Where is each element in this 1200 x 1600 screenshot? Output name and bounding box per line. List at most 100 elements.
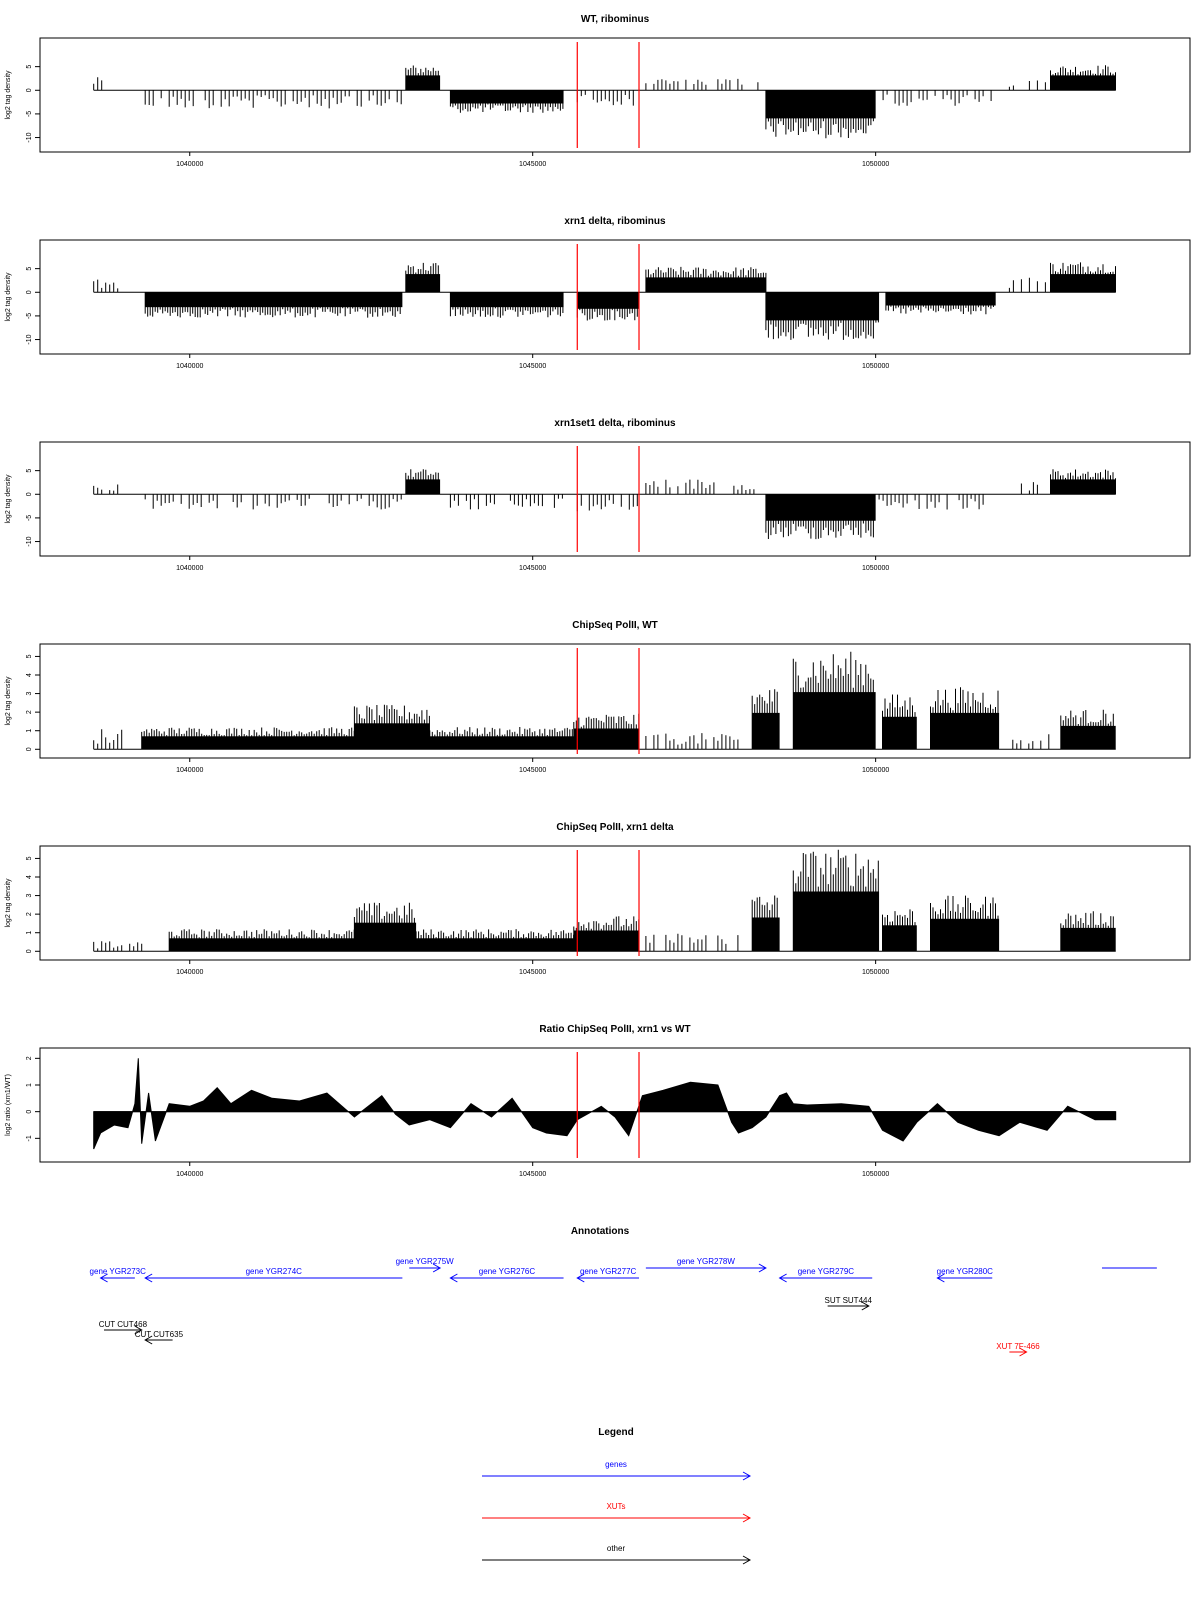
y-tick-label: 0 [26, 88, 33, 92]
annotations-track: Annotations gene YGR273C gene YGR274C gene… [90, 1226, 1157, 1357]
segment-bars [144, 90, 402, 109]
signal-segment [449, 90, 564, 113]
y-tick-label: 4 [26, 673, 33, 677]
signal-segment [885, 292, 996, 315]
y-tick-label: -5 [26, 515, 33, 521]
y-tick-label: 5 [26, 267, 33, 271]
y-tick-label: 1 [26, 1083, 33, 1087]
gene-arrow-head [449, 1273, 458, 1283]
gene-arrow: gene YGR273C [90, 1267, 146, 1283]
x-tick-label: 1040000 [176, 363, 203, 370]
segment-bars [144, 292, 401, 318]
segment-fill [752, 712, 780, 750]
x-tick-label: 1040000 [176, 767, 203, 774]
gene-arrow-head [778, 1273, 787, 1283]
y-tick-label: 1 [26, 931, 33, 935]
y-tick-label: -5 [26, 313, 33, 319]
y-axis-label: log2 tag density [5, 272, 12, 322]
signal-segment [930, 687, 1000, 750]
gene-label: gene YGR277C [580, 1267, 637, 1276]
track-panel: Ratio ChipSeq PolII, xrn1 vs WT log2 rati… [5, 1024, 1191, 1178]
x-tick-label: 1045000 [519, 161, 546, 168]
legend-arrow: genes [482, 1460, 752, 1481]
legend-title: Legend [598, 1427, 634, 1438]
segment-bars [353, 902, 415, 952]
other-arrow: CUT CUT635 [135, 1330, 184, 1345]
legend-arrow-head [742, 1555, 752, 1565]
signal-segment [144, 494, 402, 510]
gene-arrow: gene YGR275W [396, 1257, 454, 1273]
segment-bars [930, 895, 999, 952]
y-tick-label: 0 [26, 949, 33, 953]
signal-segment [751, 895, 780, 952]
signal-segment [93, 729, 123, 750]
y-tick-label: 4 [26, 875, 33, 879]
annotations-title: Annotations [571, 1226, 630, 1237]
signal-segment [792, 849, 880, 952]
segment-bars [168, 929, 355, 952]
y-tick-label: -5 [26, 111, 33, 117]
other-arrow-head [134, 1325, 143, 1335]
segment-bars [645, 733, 739, 750]
x-tick-label: 1045000 [519, 1171, 546, 1178]
segment-bars [885, 292, 994, 315]
segment-bars [405, 65, 439, 91]
segment-fill [145, 292, 403, 308]
segment-bars [141, 727, 355, 750]
segment-bars [144, 494, 402, 510]
track-panel: xrn1set1 delta, ribominus log2 tag densit… [5, 418, 1191, 572]
y-tick-label: 2 [26, 1056, 33, 1060]
plot-frame [39, 845, 1191, 961]
other-arrow: CUT CUT468 [99, 1320, 148, 1335]
segment-bars [645, 78, 759, 91]
legend-arrow: other [482, 1544, 752, 1565]
panel-title: ChipSeq PolII, WT [572, 620, 658, 631]
signal-segment [645, 479, 755, 495]
segment-bars [415, 929, 575, 952]
x-tick-label: 1050000 [862, 767, 889, 774]
segment-bars [449, 494, 563, 510]
signal-segment [792, 651, 876, 750]
signal-segment [765, 494, 876, 540]
signal-segment [1012, 734, 1050, 750]
segment-bars [1020, 482, 1038, 495]
segment-bars [765, 292, 879, 340]
signal-segment [449, 494, 563, 510]
other-label: SUT SUT444 [824, 1296, 872, 1305]
segment-bars [765, 494, 874, 540]
other-label: CUT CUT468 [99, 1320, 148, 1329]
segment-bars [882, 909, 916, 952]
segment-bars [405, 469, 439, 495]
signal-segment [93, 77, 103, 91]
segment-fill [416, 938, 574, 952]
segment-bars [429, 727, 573, 750]
gene-label: gene YGR276C [479, 1267, 536, 1276]
x-tick-label: 1040000 [176, 161, 203, 168]
signal-segment [576, 292, 640, 321]
x-tick-label: 1040000 [176, 969, 203, 976]
x-tick-label: 1040000 [176, 565, 203, 572]
segment-fill [450, 90, 564, 104]
xut-arrow-head [1019, 1347, 1028, 1357]
y-axis-label: log2 tag density [5, 474, 12, 524]
segment-bars [751, 689, 778, 750]
x-tick-label: 1045000 [519, 767, 546, 774]
signal-segment [168, 929, 355, 952]
signal-segment [141, 727, 355, 750]
segment-bars [1008, 80, 1046, 91]
segment-bars [405, 262, 439, 293]
y-tick-label: 2 [26, 912, 33, 916]
segment-bars [882, 90, 992, 106]
y-tick-label: -10 [26, 536, 33, 546]
legend: Legend genes XUTs other [482, 1427, 752, 1565]
signal-segment [144, 292, 403, 318]
segment-bars [573, 916, 640, 952]
y-tick-label: 5 [26, 856, 33, 860]
signal-segment [1008, 277, 1046, 293]
segment-fill [765, 292, 880, 321]
signal-segment [930, 895, 1000, 952]
xut-arrow: XUT 7F-466 [996, 1342, 1040, 1357]
segment-bars [93, 941, 143, 952]
signal-segment [878, 494, 984, 510]
